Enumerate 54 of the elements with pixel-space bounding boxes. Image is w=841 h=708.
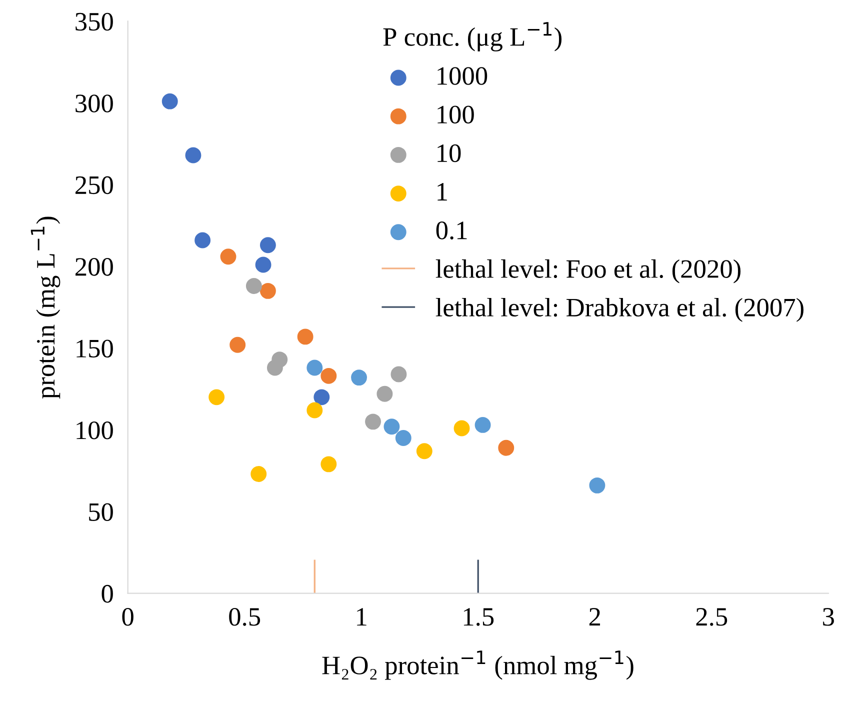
point <box>320 456 337 472</box>
legend-label: 0.1 <box>436 222 467 240</box>
point <box>246 278 262 294</box>
point <box>376 386 393 402</box>
point <box>474 416 491 433</box>
point <box>194 232 211 248</box>
point <box>306 360 323 376</box>
y-axis-title: protein (mg L$^{−1}$) <box>30 216 60 399</box>
x-tick-label: 1.5 <box>464 608 494 626</box>
legend-label: 10 <box>438 144 461 162</box>
point <box>220 248 236 265</box>
point <box>390 366 407 382</box>
point <box>230 336 246 353</box>
y-tick-label: 50 <box>89 503 113 521</box>
point <box>589 477 606 494</box>
point <box>162 93 178 110</box>
point <box>260 237 276 254</box>
point <box>208 389 225 406</box>
point <box>351 370 367 386</box>
y-tick-label: 150 <box>76 340 113 358</box>
point <box>255 256 272 273</box>
point <box>306 402 323 418</box>
legend-label: lethal level: Drabkova et al. (2007) <box>436 298 804 322</box>
x-tick-label: 1 <box>357 608 366 626</box>
point <box>260 282 276 299</box>
point <box>454 420 470 436</box>
y-tick-label: 0 <box>102 584 113 603</box>
x-axis-title: H₂O₂ protein$^{−1}$ (nmol mg$^{−1}$) <box>322 650 634 680</box>
point <box>250 466 267 482</box>
x-tick-label: 0 <box>122 608 134 626</box>
point <box>395 430 412 446</box>
point <box>320 368 337 384</box>
point <box>314 389 330 406</box>
point <box>384 418 400 435</box>
legend-title: P conc. (μg L$^{−1}$) <box>383 22 562 52</box>
y-tick-label: 350 <box>76 12 113 31</box>
legend-label: 1000 <box>438 67 488 85</box>
x-tick-label: 2 <box>589 608 600 626</box>
y-tick-label: 250 <box>76 176 113 194</box>
y-tick-label: 200 <box>76 258 113 276</box>
x-tick-label: 2.5 <box>696 608 728 626</box>
y-tick-label: 300 <box>76 94 113 112</box>
point <box>416 443 432 460</box>
x-tick-label: 3 <box>823 608 834 626</box>
point <box>498 440 514 456</box>
y-tick-label: 100 <box>76 421 113 440</box>
legend-label: 1 <box>438 183 447 200</box>
x-tick-label: 0.5 <box>229 608 260 626</box>
point <box>365 414 382 430</box>
point <box>266 360 283 376</box>
point <box>297 328 314 345</box>
legend-label: lethal level: Foo et al. (2020) <box>436 259 740 284</box>
point <box>185 147 202 164</box>
legend-label: 100 <box>438 106 474 124</box>
